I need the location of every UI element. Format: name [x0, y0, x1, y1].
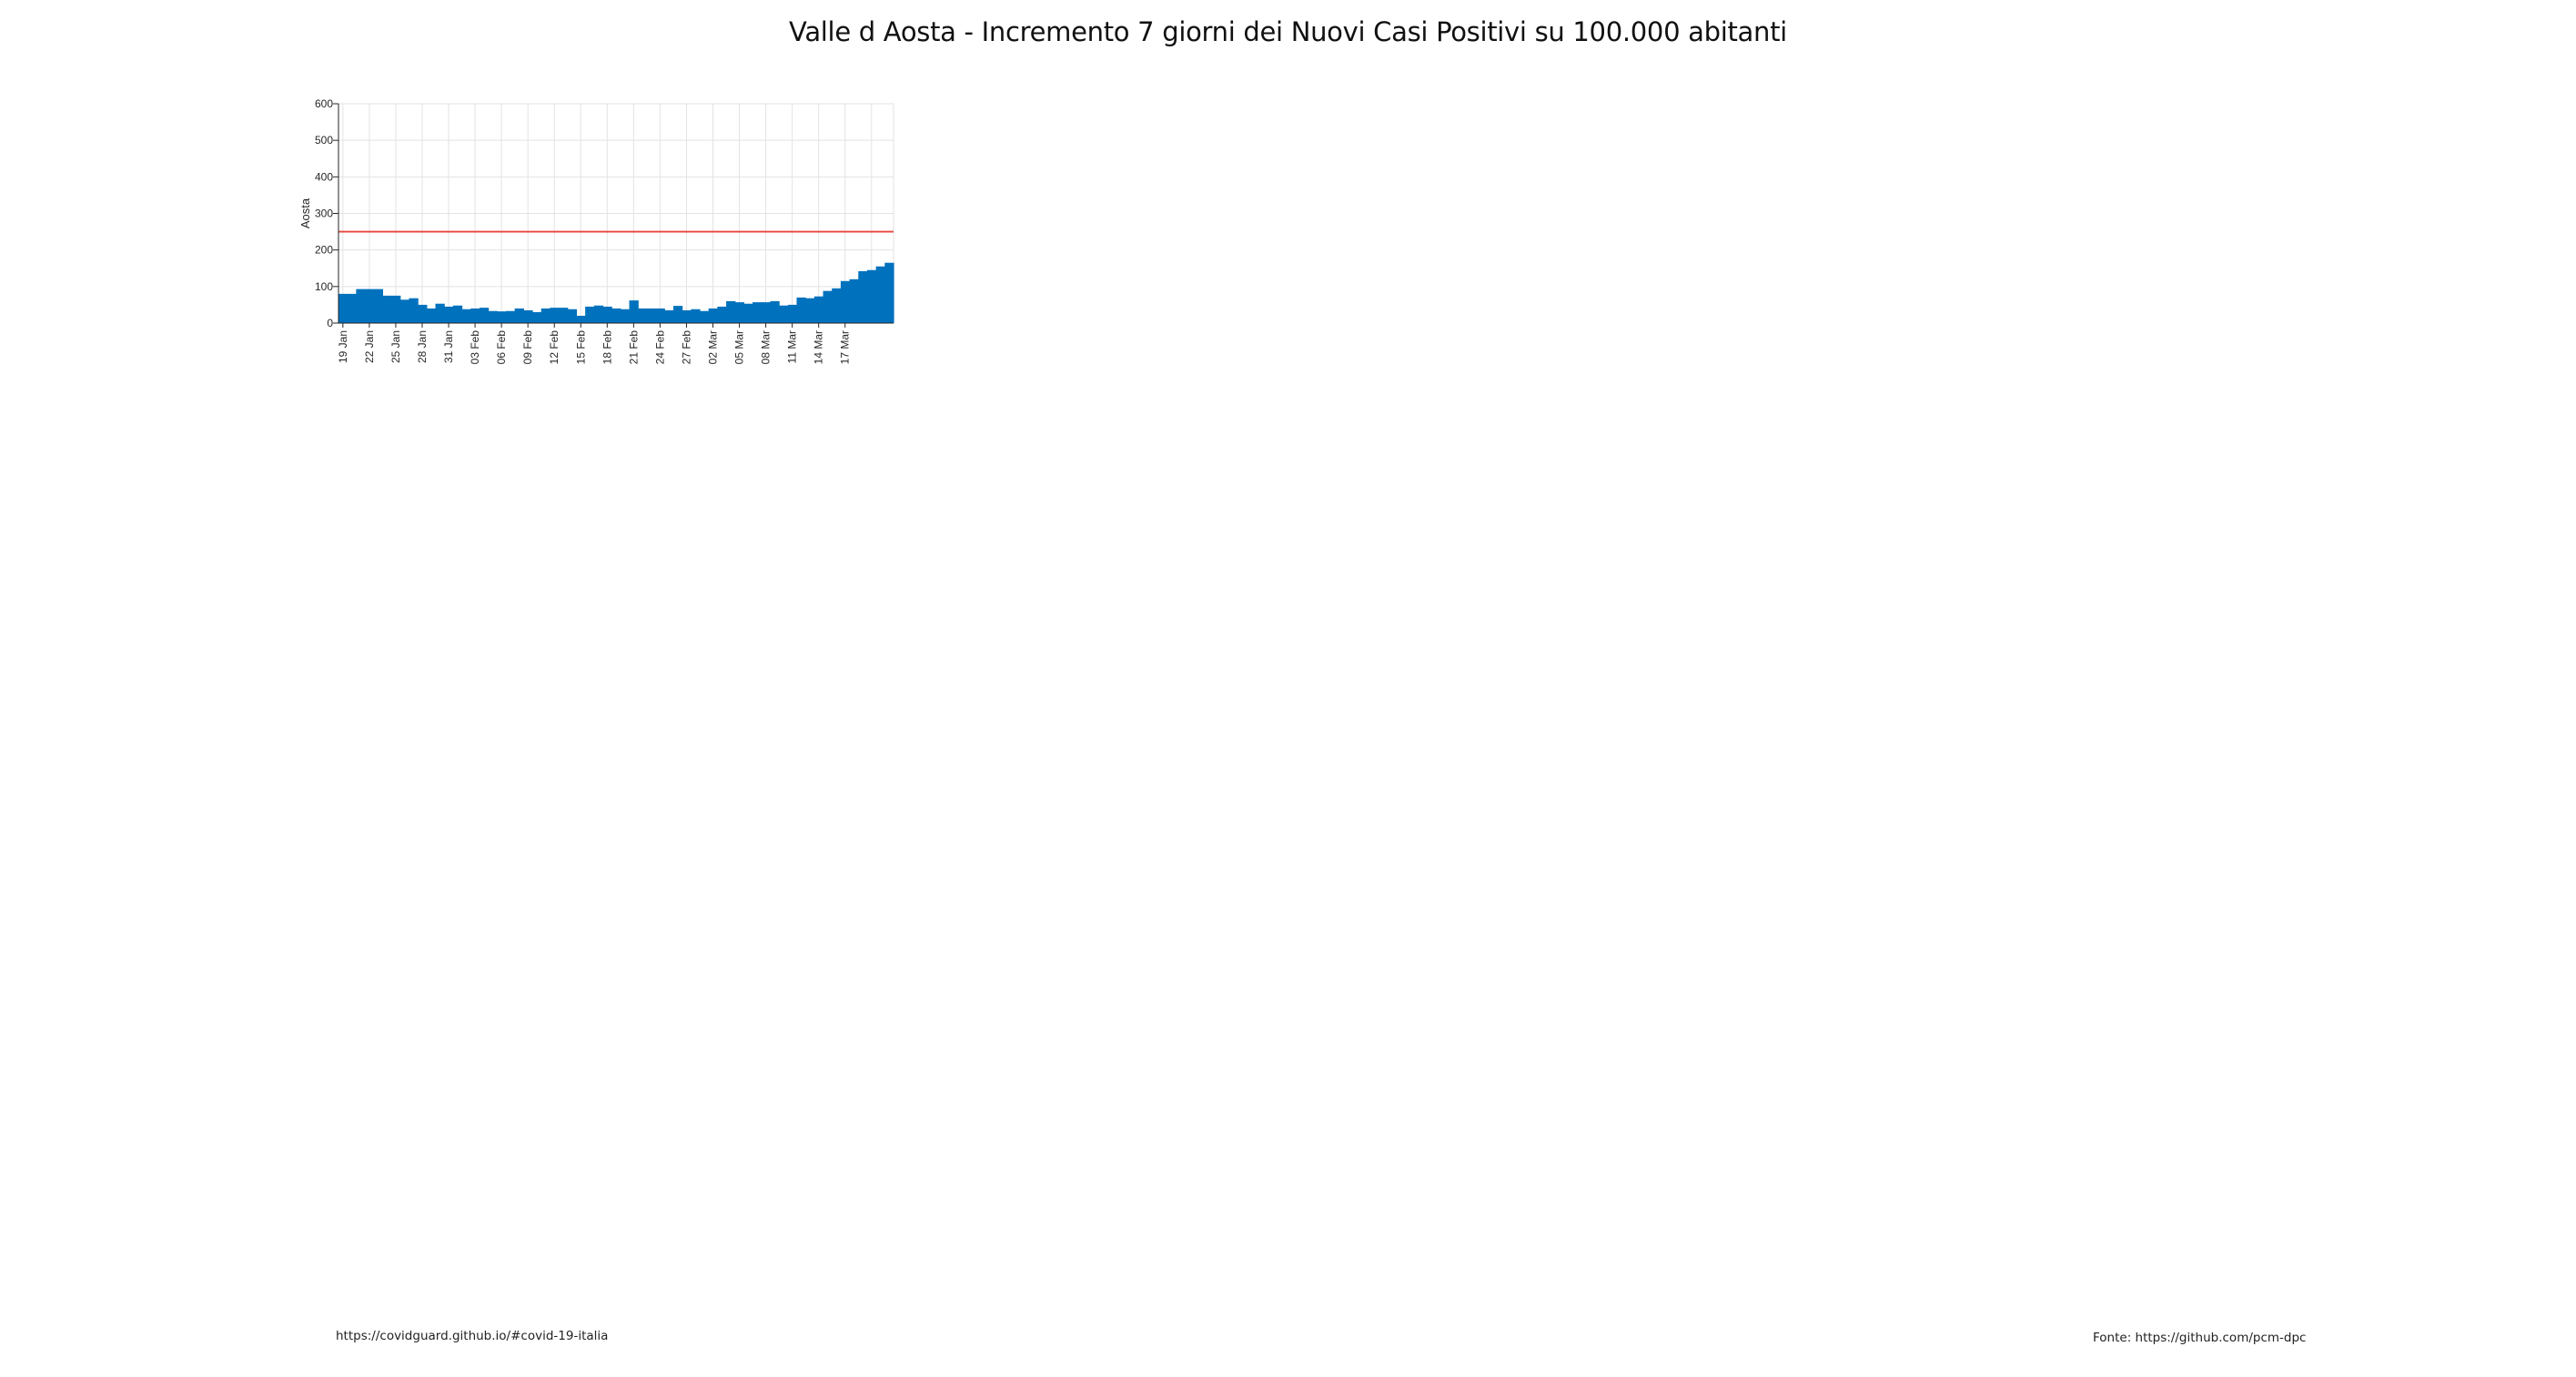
bar — [479, 308, 490, 323]
bar — [550, 308, 560, 323]
bar — [691, 309, 701, 323]
x-tick-label: 02 Mar — [707, 330, 720, 364]
y-tick-label: 0 — [327, 317, 333, 329]
footer-url: https://covidguard.github.io/#covid-19-i… — [336, 1329, 609, 1343]
bar — [682, 309, 692, 323]
bar — [813, 296, 824, 323]
bar — [787, 304, 798, 323]
bar — [726, 300, 736, 323]
bar — [832, 288, 842, 323]
x-tick-label: 19 Jan — [337, 330, 349, 363]
bar — [497, 311, 507, 323]
bar — [356, 289, 366, 323]
bar — [664, 309, 674, 323]
x-tick-label: 25 Jan — [389, 330, 402, 363]
bar — [611, 308, 621, 323]
x-tick-label: 14 Mar — [813, 330, 825, 364]
bar — [875, 266, 885, 323]
bar — [365, 289, 375, 323]
bar — [585, 306, 595, 323]
bar — [382, 295, 392, 323]
y-tick-label: 100 — [315, 280, 333, 293]
bar — [338, 293, 349, 323]
bar — [823, 290, 833, 323]
bar — [770, 300, 780, 323]
bar — [505, 310, 516, 323]
x-tick-label: 18 Feb — [601, 330, 613, 365]
bar — [435, 303, 445, 323]
bar — [488, 310, 498, 323]
x-tick-label: 05 Mar — [733, 330, 746, 364]
bar — [672, 306, 683, 323]
bar — [576, 315, 586, 323]
x-tick-label: 15 Feb — [574, 330, 587, 365]
bar — [629, 300, 639, 323]
bar — [602, 306, 612, 323]
bar — [866, 269, 877, 323]
x-tick-label: 31 Jan — [442, 330, 455, 363]
bar — [734, 302, 744, 323]
bar — [347, 293, 357, 323]
bar — [840, 280, 851, 323]
bar — [409, 298, 419, 323]
bar — [699, 310, 710, 323]
x-tick-label: 06 Feb — [495, 330, 508, 365]
bar — [514, 308, 524, 323]
bar — [858, 270, 868, 323]
bar — [461, 309, 471, 323]
bar — [884, 262, 894, 323]
bar — [646, 308, 657, 323]
bar — [761, 302, 772, 323]
x-tick-label: 24 Feb — [653, 330, 666, 365]
bar — [796, 297, 806, 323]
x-tick-label: 17 Mar — [839, 330, 852, 364]
x-tick-label: 09 Feb — [521, 330, 534, 365]
bar — [638, 308, 648, 323]
bar — [743, 303, 753, 323]
bar — [373, 289, 384, 323]
bar — [470, 308, 480, 323]
page-title: Valle d Aosta - Incremento 7 giorni dei … — [789, 16, 1787, 47]
y-tick-label: 400 — [315, 170, 333, 183]
bar — [717, 306, 727, 323]
bar — [593, 305, 604, 323]
y-tick-label: 300 — [315, 208, 333, 220]
y-tick-label: 500 — [315, 134, 333, 147]
x-tick-label: 21 Feb — [627, 330, 640, 365]
y-tick-label: 200 — [315, 244, 333, 257]
bar — [708, 308, 718, 323]
bar — [779, 305, 789, 323]
bar — [805, 298, 815, 323]
bar — [452, 305, 463, 323]
y-axis-label: Aosta — [298, 197, 312, 228]
bar — [399, 299, 410, 323]
bar — [426, 308, 437, 323]
x-tick-label: 08 Mar — [760, 330, 773, 364]
bar — [567, 309, 578, 323]
bar — [753, 302, 763, 323]
x-tick-label: 28 Jan — [416, 330, 429, 363]
bar — [655, 308, 665, 323]
bar — [532, 311, 542, 323]
bar — [620, 309, 631, 323]
bar — [849, 278, 859, 323]
bar — [418, 304, 428, 323]
footer-source: Fonte: https://github.com/pcm-dpc — [2093, 1331, 2307, 1345]
x-tick-label: 27 Feb — [680, 330, 692, 365]
bar — [559, 308, 569, 323]
bar — [523, 309, 533, 323]
x-tick-label: 12 Feb — [548, 330, 561, 365]
x-tick-label: 11 Mar — [786, 330, 799, 363]
x-tick-label: 03 Feb — [469, 330, 481, 365]
bar — [540, 308, 551, 323]
x-tick-label: 22 Jan — [363, 330, 376, 363]
bar — [444, 306, 454, 323]
bar — [391, 295, 401, 323]
y-tick-label: 600 — [315, 97, 333, 110]
